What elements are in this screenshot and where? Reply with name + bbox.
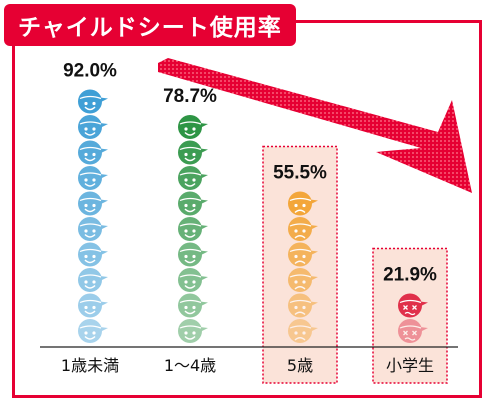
icon-column <box>78 89 108 343</box>
pictogram-icon <box>178 115 208 139</box>
pictogram-icon <box>178 191 208 216</box>
pictogram-icon <box>78 319 108 343</box>
pictogram-icon <box>288 217 318 241</box>
value-label: 55.5% <box>273 163 327 184</box>
pictogram-icon <box>288 242 318 267</box>
pictogram-icon <box>78 191 108 216</box>
icon-column <box>398 293 428 343</box>
chart-title: チャイルドシート使用率 <box>18 15 282 41</box>
pictogram-icon <box>288 268 318 292</box>
pictogram-icon <box>288 319 318 343</box>
category-label: 小学生 <box>386 356 434 375</box>
title-banner: チャイルドシート使用率 <box>4 4 296 46</box>
pictogram-icon <box>178 242 208 267</box>
pictogram-icon <box>178 217 208 241</box>
pictogram-icon <box>78 217 108 241</box>
pictogram-icon <box>398 319 428 343</box>
icon-column <box>288 191 318 343</box>
pictogram-icon <box>78 89 108 114</box>
category-label: 5歳 <box>287 356 313 375</box>
value-label: 92.0% <box>63 61 117 82</box>
pictogram-icon <box>178 319 208 343</box>
category-label: 1〜4歳 <box>164 356 216 375</box>
trend-arrow <box>158 58 472 193</box>
pictogram-icon <box>398 293 428 318</box>
icon-column <box>178 115 208 343</box>
pictogram-icon <box>288 191 318 216</box>
pictogram-icon <box>178 166 208 190</box>
pictogram-icon <box>78 115 108 139</box>
pictogram-icon <box>78 293 108 318</box>
pictogram-icon <box>78 166 108 190</box>
pictogram-icon <box>78 268 108 292</box>
pictogram-icon <box>288 293 318 318</box>
pictogram-icon <box>178 268 208 292</box>
pictogram-icon <box>78 140 108 165</box>
value-label: 21.9% <box>383 265 437 286</box>
pictogram-icon <box>178 293 208 318</box>
pictogram-icon <box>178 140 208 165</box>
value-label: 78.7% <box>163 86 217 107</box>
pictogram-icon <box>78 242 108 267</box>
category-label: 1歳未満 <box>61 356 119 375</box>
